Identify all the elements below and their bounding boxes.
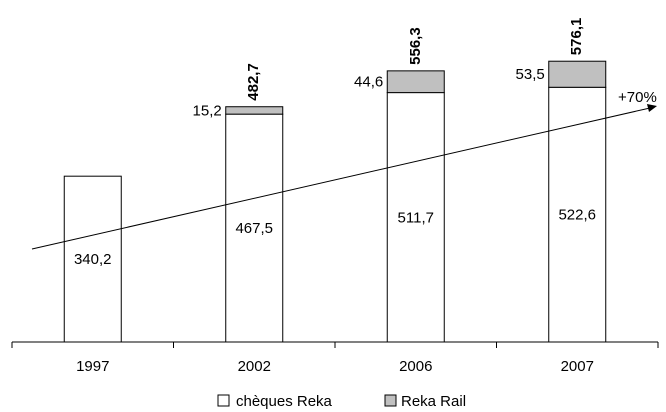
x-tick-label-2006: 2006 xyxy=(399,358,432,375)
bars-group: 340,2 467,5 15,2 482,7 511,7 44,6 556,3 522,6 53… xyxy=(63,18,607,343)
data-label-reka-rail-2007: 53,5 xyxy=(516,66,545,83)
trend-annotation: +70% xyxy=(618,89,657,106)
bar-2002-reka-rail xyxy=(225,106,284,115)
data-label-cheques-reka-2002: 467,5 xyxy=(235,220,273,237)
trend-group: +70% xyxy=(31,89,657,250)
x-tick-label-2002: 2002 xyxy=(238,358,271,375)
legend: chèques Reka Reka Rail xyxy=(217,393,466,410)
data-label-reka-rail-2006: 44,6 xyxy=(354,74,383,91)
data-label-reka-rail-2002: 15,2 xyxy=(193,102,222,119)
legend-label-cheques-reka: chèques Reka xyxy=(236,393,333,410)
bar-2006-cheques-reka xyxy=(386,92,445,343)
bar-2006-reka-rail xyxy=(386,70,445,94)
x-axis: 1997 2002 2006 2007 xyxy=(11,341,659,375)
data-label-cheques-reka-1997: 340,2 xyxy=(74,251,112,268)
x-tick-label-2007: 2007 xyxy=(561,358,594,375)
total-label-2006: 556,3 xyxy=(407,27,424,65)
x-tick-label-1997: 1997 xyxy=(76,358,109,375)
total-label-2007: 576,1 xyxy=(568,18,585,56)
total-label-2002: 482,7 xyxy=(245,63,262,101)
bar-1997-cheques-reka xyxy=(63,175,122,343)
bar-2007-reka-rail xyxy=(548,60,607,88)
data-label-cheques-reka-2007: 522,6 xyxy=(558,207,596,224)
legend-label-reka-rail: Reka Rail xyxy=(401,393,466,410)
trend-line xyxy=(31,107,651,250)
trend-arrowhead xyxy=(647,104,657,112)
legend-swatch-cheques-reka xyxy=(217,394,230,407)
data-label-cheques-reka-2006: 511,7 xyxy=(398,209,434,226)
legend-swatch-reka-rail xyxy=(384,394,397,407)
